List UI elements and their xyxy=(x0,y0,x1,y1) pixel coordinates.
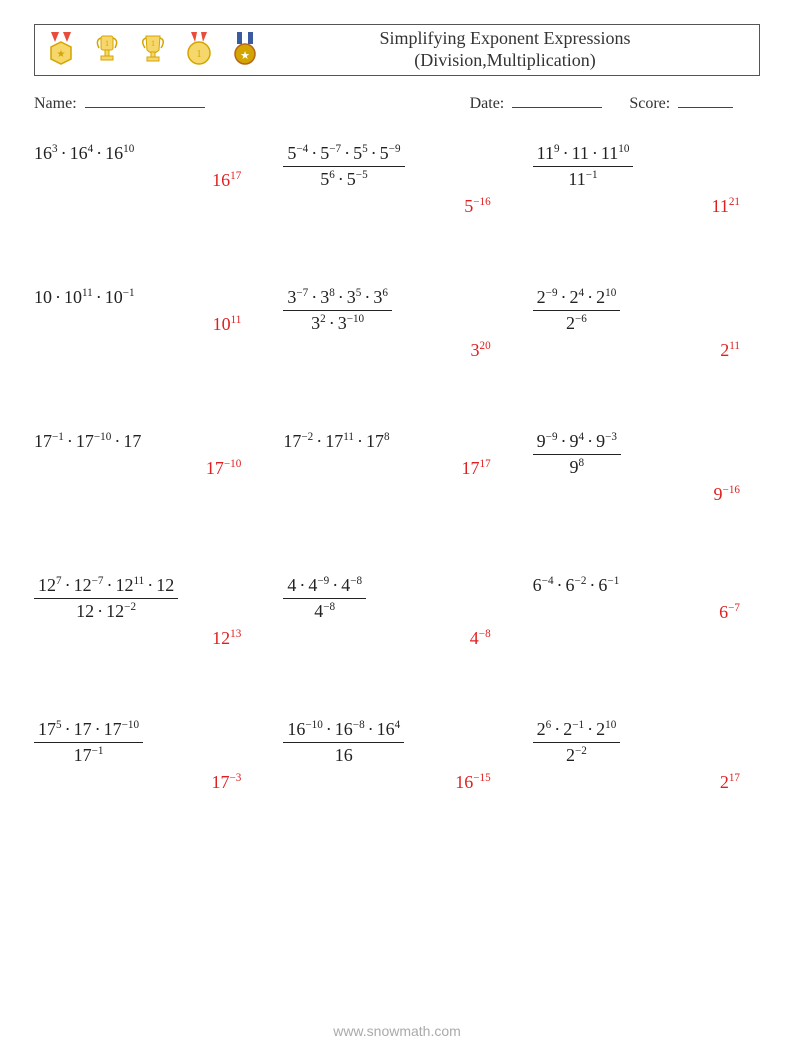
medal-icon: ★ xyxy=(45,32,77,68)
denominator: 2−6 xyxy=(533,310,621,334)
problem: 26·2−1·210 2−2 217 xyxy=(533,719,760,793)
problem: 163·164·1610 1617 xyxy=(34,143,261,217)
numerator: 5−4·5−7·55·5−9 xyxy=(283,143,404,166)
problem: 5−4·5−7·55·5−9 56·5−5 5−16 xyxy=(283,143,510,217)
answer: 1121 xyxy=(533,196,760,217)
problem-grid: 163·164·1610 1617 5−4·5−7·55·5−9 56·5−5 5… xyxy=(34,143,760,793)
header: ★ 1 1 1 ★ Simplifying Exponent Expressions (… xyxy=(34,24,760,76)
footer-text: www.snowmath.com xyxy=(333,1023,461,1039)
fraction: 9−9·94·9−3 98 xyxy=(533,431,621,478)
fraction: 5−4·5−7·55·5−9 56·5−5 xyxy=(283,143,404,190)
problem: 16−10·16−8·164 16 16−15 xyxy=(283,719,510,793)
answer: 6−7 xyxy=(533,602,760,623)
score-field: Score: xyxy=(629,94,760,113)
title-line-2: (Division,Multiplication) xyxy=(261,50,749,72)
numerator: 9−9·94·9−3 xyxy=(533,431,621,454)
answer: 217 xyxy=(533,772,760,793)
denominator: 16 xyxy=(283,742,404,766)
denominator: 56·5−5 xyxy=(283,166,404,190)
answer: 17−3 xyxy=(34,772,261,793)
denominator: 98 xyxy=(533,454,621,478)
problem: 10·1011·10−1 1011 xyxy=(34,287,261,361)
medal-icon: 1 xyxy=(137,32,169,68)
footer: www.snowmath.com xyxy=(0,1023,794,1039)
answer: 1717 xyxy=(283,458,510,479)
numerator: 4·4−9·4−8 xyxy=(283,575,366,598)
expression: 17−2·1711·178 xyxy=(283,431,389,451)
date-field: Date: xyxy=(470,94,630,113)
answer: 5−16 xyxy=(283,196,510,217)
numerator: 127·12−7·1211·12 xyxy=(34,575,178,598)
problem: 6−4·6−2·6−1 6−7 xyxy=(533,575,760,649)
problem: 175·17·17−10 17−1 17−3 xyxy=(34,719,261,793)
answer: 320 xyxy=(283,340,510,361)
problem: 4·4−9·4−8 4−8 4−8 xyxy=(283,575,510,649)
numerator: 119·11·1110 xyxy=(533,143,634,166)
date-label: Date: xyxy=(470,95,505,112)
title-line-1: Simplifying Exponent Expressions xyxy=(261,28,749,50)
problem: 3−7·38·35·36 32·3−10 320 xyxy=(283,287,510,361)
numerator: 175·17·17−10 xyxy=(34,719,143,742)
svg-text:1: 1 xyxy=(105,39,109,48)
fraction: 119·11·1110 11−1 xyxy=(533,143,634,190)
name-field: Name: xyxy=(34,94,470,113)
fraction: 2−9·24·210 2−6 xyxy=(533,287,621,334)
denominator: 11−1 xyxy=(533,166,634,190)
answer: 17−10 xyxy=(34,458,261,479)
answer: 1011 xyxy=(34,314,261,335)
expression: 17−1·17−10·17 xyxy=(34,431,141,451)
answer: 9−16 xyxy=(533,484,760,505)
problem: 2−9·24·210 2−6 211 xyxy=(533,287,760,361)
fraction: 127·12−7·1211·12 12·12−2 xyxy=(34,575,178,622)
answer: 4−8 xyxy=(283,628,510,649)
numerator: 16−10·16−8·164 xyxy=(283,719,404,742)
fraction: 175·17·17−10 17−1 xyxy=(34,719,143,766)
fraction: 26·2−1·210 2−2 xyxy=(533,719,621,766)
denominator: 17−1 xyxy=(34,742,143,766)
score-blank[interactable] xyxy=(678,94,733,108)
answer: 211 xyxy=(533,340,760,361)
medal-icon: 1 xyxy=(91,32,123,68)
answer: 1617 xyxy=(34,170,261,191)
worksheet-page: ★ 1 1 1 ★ Simplifying Exponent Expressions (… xyxy=(0,0,794,1053)
medal-row: ★ 1 1 1 ★ xyxy=(45,32,261,68)
numerator: 3−7·38·35·36 xyxy=(283,287,392,310)
answer: 1213 xyxy=(34,628,261,649)
score-label: Score: xyxy=(629,95,670,112)
numerator: 2−9·24·210 xyxy=(533,287,621,310)
numerator: 26·2−1·210 xyxy=(533,719,621,742)
denominator: 12·12−2 xyxy=(34,598,178,622)
denominator: 32·3−10 xyxy=(283,310,392,334)
svg-text:★: ★ xyxy=(240,50,250,62)
expression: 10·1011·10−1 xyxy=(34,287,135,307)
denominator: 4−8 xyxy=(283,598,366,622)
name-label: Name: xyxy=(34,95,77,112)
medal-icon: ★ xyxy=(229,32,261,68)
fraction: 3−7·38·35·36 32·3−10 xyxy=(283,287,392,334)
svg-text:1: 1 xyxy=(197,49,202,60)
problem: 127·12−7·1211·12 12·12−2 1213 xyxy=(34,575,261,649)
problem: 119·11·1110 11−1 1121 xyxy=(533,143,760,217)
problem: 9−9·94·9−3 98 9−16 xyxy=(533,431,760,505)
worksheet-title: Simplifying Exponent Expressions (Divisi… xyxy=(261,28,749,71)
svg-text:★: ★ xyxy=(57,49,66,60)
problem: 17−1·17−10·17 17−10 xyxy=(34,431,261,505)
problem: 17−2·1711·178 1717 xyxy=(283,431,510,505)
name-blank[interactable] xyxy=(85,94,205,108)
date-blank[interactable] xyxy=(512,94,602,108)
svg-text:1: 1 xyxy=(151,39,155,48)
expression: 6−4·6−2·6−1 xyxy=(533,575,620,595)
info-row: Name: Date: Score: xyxy=(34,94,760,113)
fraction: 16−10·16−8·164 16 xyxy=(283,719,404,766)
denominator: 2−2 xyxy=(533,742,621,766)
medal-icon: 1 xyxy=(183,32,215,68)
fraction: 4·4−9·4−8 4−8 xyxy=(283,575,366,622)
answer: 16−15 xyxy=(283,772,510,793)
expression: 163·164·1610 xyxy=(34,143,134,163)
